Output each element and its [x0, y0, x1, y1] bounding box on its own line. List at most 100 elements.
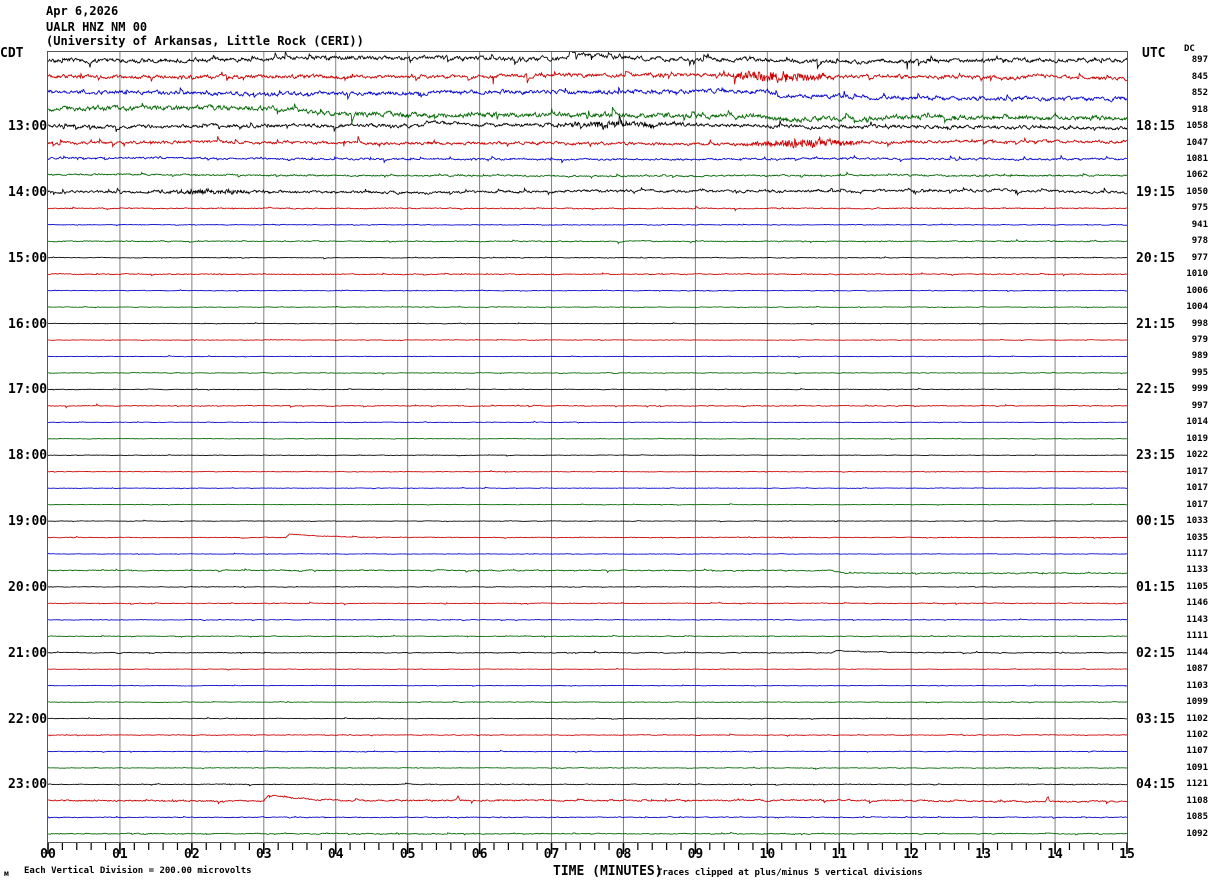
x-tick-label: 00	[40, 847, 56, 862]
seismic-trace	[48, 717, 1127, 720]
x-tick-label: 13	[975, 847, 991, 862]
seismic-trace	[48, 649, 1127, 655]
dc-value: 978	[1191, 236, 1208, 247]
right-time-label: 01:15	[1136, 579, 1176, 595]
seismic-trace	[48, 114, 1127, 133]
right-timezone-label: UTC	[1142, 46, 1166, 61]
left-timezone-label: CDT	[0, 46, 24, 61]
x-tick-label: 12	[903, 847, 920, 862]
seismic-trace	[48, 454, 1127, 457]
seismic-trace	[48, 338, 1127, 342]
right-time-label: 04:15	[1136, 777, 1176, 793]
right-time-label: 22:15	[1136, 382, 1176, 398]
dc-value: 1033	[1186, 516, 1208, 527]
left-time-label: 23:00	[8, 777, 48, 793]
corner-artifact-mark: м	[4, 869, 9, 878]
seismic-trace	[48, 289, 1127, 293]
seismic-trace	[48, 766, 1127, 771]
seismic-trace	[48, 618, 1127, 622]
dc-value: 1062	[1186, 170, 1208, 181]
x-tick-label: 15	[1119, 847, 1135, 862]
left-time-label: 15:00	[8, 250, 48, 266]
right-time-label: 19:15	[1136, 184, 1176, 200]
header-station: UALR HNZ NM 00	[46, 20, 148, 34]
right-time-label: 00:15	[1136, 514, 1176, 530]
dc-value: 1081	[1186, 153, 1208, 164]
seismic-trace	[48, 831, 1127, 836]
dc-value: 1058	[1186, 121, 1208, 132]
dc-value: 1006	[1186, 285, 1208, 296]
dc-value: 977	[1191, 252, 1208, 263]
dc-value: 1121	[1186, 779, 1208, 790]
left-time-label: 20:00	[8, 579, 48, 595]
seismic-trace	[48, 667, 1127, 671]
seismic-trace	[48, 437, 1127, 441]
dc-value: 1019	[1186, 433, 1208, 444]
seismic-trace	[48, 733, 1127, 737]
x-tick-label: 03	[255, 847, 272, 862]
dc-value: 1117	[1186, 548, 1208, 559]
left-time-label: 22:00	[8, 711, 48, 727]
dc-value: 995	[1191, 367, 1208, 378]
dc-value: 1035	[1186, 532, 1208, 543]
x-tick-label: 11	[831, 847, 848, 862]
dc-value: 845	[1191, 71, 1208, 82]
seismic-trace	[48, 387, 1127, 391]
left-time-label: 21:00	[8, 645, 48, 661]
seismic-trace	[48, 136, 1127, 149]
header-date: Apr 6,2026	[46, 4, 119, 18]
seismic-trace	[48, 794, 1127, 805]
x-axis-ticks	[47, 843, 1128, 854]
dc-value: 1050	[1186, 186, 1208, 197]
seismic-trace	[48, 782, 1127, 787]
dc-value: 979	[1191, 335, 1208, 346]
x-tick-label: 06	[471, 847, 488, 862]
seismic-trace	[48, 371, 1127, 375]
seismogram-plot[interactable]	[47, 51, 1128, 843]
seismic-trace	[48, 205, 1127, 212]
seismic-trace	[48, 749, 1127, 754]
dc-value: 941	[1191, 219, 1208, 230]
seismic-trace	[48, 171, 1127, 180]
x-tick-label: 02	[184, 847, 200, 862]
seismic-trace	[48, 154, 1127, 164]
seismic-trace	[48, 238, 1127, 245]
x-tick-label: 07	[543, 847, 560, 862]
right-time-label: 18:15	[1136, 119, 1176, 135]
left-time-label: 17:00	[8, 382, 48, 398]
dc-value: 997	[1191, 400, 1208, 411]
x-axis-title: TIME (MINUTES)	[553, 864, 663, 879]
scale-note: Each Vertical Division = 200.00 microvol…	[24, 866, 252, 876]
dc-value: 1102	[1186, 730, 1208, 741]
dc-value: 989	[1191, 351, 1208, 362]
dc-value: 1087	[1186, 664, 1208, 675]
dc-value: 999	[1191, 384, 1208, 395]
dc-value: 1144	[1186, 647, 1208, 658]
x-tick-label: 09	[687, 847, 704, 862]
seismic-trace	[48, 186, 1127, 197]
dc-value: 1091	[1186, 762, 1208, 773]
dc-value: 918	[1191, 104, 1208, 115]
dc-value: 897	[1191, 55, 1208, 66]
dc-value: 1133	[1186, 565, 1208, 576]
dc-value: 852	[1191, 88, 1208, 99]
dc-column-header: DC	[1184, 44, 1195, 54]
seismic-trace	[48, 86, 1127, 103]
left-time-label: 14:00	[8, 184, 48, 200]
x-tick-label: 08	[615, 847, 632, 862]
seismic-trace	[48, 552, 1127, 555]
dc-value: 1111	[1186, 631, 1208, 642]
x-tick-label: 04	[327, 847, 344, 862]
seismic-trace	[48, 305, 1127, 309]
x-tick-label: 01	[112, 847, 128, 862]
dc-value: 1108	[1186, 795, 1208, 806]
seismic-trace	[48, 568, 1127, 575]
seismic-trace	[48, 403, 1127, 409]
seismic-trace	[48, 256, 1127, 260]
left-time-label: 18:00	[8, 448, 48, 464]
seismic-trace	[48, 272, 1127, 277]
left-time-label: 16:00	[8, 316, 48, 332]
x-tick-label: 14	[1047, 847, 1063, 862]
seismic-trace	[48, 700, 1127, 704]
